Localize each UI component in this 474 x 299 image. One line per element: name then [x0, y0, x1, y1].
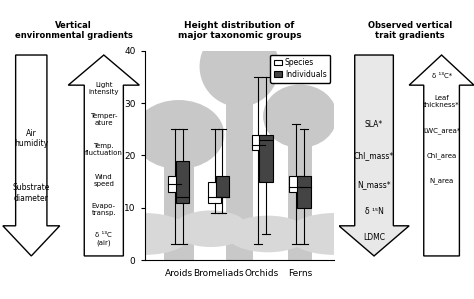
Ellipse shape	[263, 85, 337, 148]
Text: SLA*: SLA*	[365, 120, 383, 129]
Bar	[252, 135, 265, 150]
Text: Wind
speed: Wind speed	[93, 174, 114, 187]
Polygon shape	[409, 55, 474, 256]
Text: Vertical
environmental gradients: Vertical environmental gradients	[15, 21, 132, 40]
Polygon shape	[3, 55, 60, 256]
Polygon shape	[226, 103, 253, 260]
Text: Leaf
thickness*: Leaf thickness*	[423, 94, 460, 108]
Text: Temper-
ature: Temper- ature	[90, 113, 118, 126]
Text: δ ¹³C*: δ ¹³C*	[431, 73, 452, 79]
Text: Chl_mass*: Chl_mass*	[354, 151, 394, 160]
Ellipse shape	[173, 210, 249, 247]
Text: LWC_area*: LWC_area*	[423, 127, 460, 134]
Text: Chl_area: Chl_area	[427, 152, 457, 159]
Text: δ ¹³C
(air): δ ¹³C (air)	[95, 232, 112, 246]
Text: δ ¹⁵N: δ ¹⁵N	[365, 208, 383, 216]
Ellipse shape	[97, 213, 192, 255]
Ellipse shape	[226, 216, 310, 252]
Bar	[297, 176, 310, 208]
Bar	[168, 176, 182, 192]
Bar	[176, 161, 189, 203]
Bar	[216, 176, 229, 197]
Text: Evapo-
transp.: Evapo- transp.	[91, 203, 116, 216]
Bar	[259, 135, 273, 181]
Y-axis label: Height above ground (m): Height above ground (m)	[109, 98, 118, 213]
Text: Observed vertical
trait gradients: Observed vertical trait gradients	[368, 21, 452, 40]
Bar	[290, 176, 303, 192]
Text: Air
humidity: Air humidity	[14, 129, 48, 148]
Text: Substrate
diameter: Substrate diameter	[13, 184, 50, 203]
Polygon shape	[288, 145, 312, 260]
Bar	[208, 181, 221, 203]
Text: N_area: N_area	[429, 177, 454, 184]
Text: N_mass*: N_mass*	[357, 180, 391, 189]
Text: LDMC: LDMC	[363, 233, 385, 242]
Text: Height distribution of
major taxonomic groups: Height distribution of major taxonomic g…	[178, 21, 301, 40]
Polygon shape	[68, 55, 139, 256]
Polygon shape	[339, 55, 409, 256]
Polygon shape	[164, 166, 194, 260]
Legend: Species, Individuals: Species, Individuals	[270, 55, 330, 83]
Ellipse shape	[200, 26, 279, 107]
Text: Light
intensity: Light intensity	[89, 82, 119, 95]
Text: Temp.
fluctuation: Temp. fluctuation	[85, 143, 123, 156]
Ellipse shape	[287, 213, 382, 255]
Ellipse shape	[133, 100, 224, 169]
